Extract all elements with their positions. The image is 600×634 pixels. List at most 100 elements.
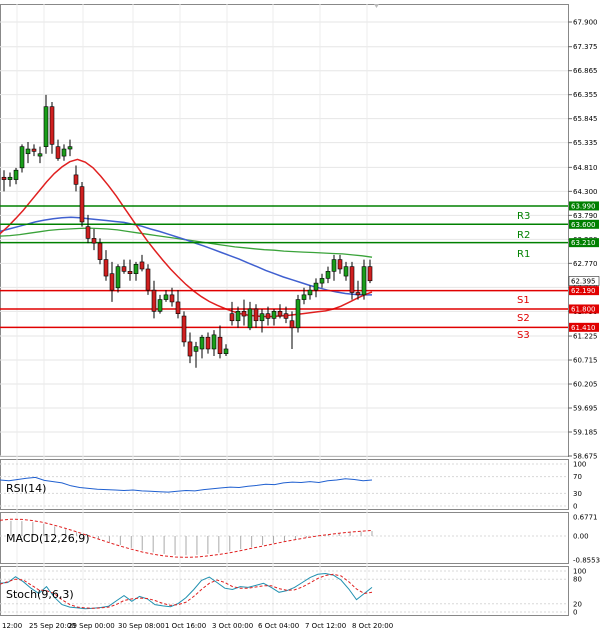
stoch-label: Stoch(9,6,3) [6,588,74,601]
y-tick-label: 58.675 [573,453,598,461]
macd-tick: -0.8553 [573,557,600,565]
candle-up [133,263,139,274]
candle-up [259,313,265,322]
candle-up [25,148,31,155]
candle-up [319,278,325,284]
candle-up [325,271,331,279]
candle-down [283,313,289,319]
candle-down [1,176,7,180]
candle-down [181,315,187,343]
candle-down [265,313,271,319]
level-name-r3: R3 [517,211,530,222]
support-resistance: 63.990 63.600 63.210 62.190 61.800 61.410 62.3… [0,201,600,332]
candle-down [337,259,343,270]
rsi-tick: 100 [573,461,586,469]
candle-down [85,226,91,239]
rsi-line [0,476,373,493]
candle-up [271,311,277,319]
level-value-r1: 63.210 [571,239,596,247]
candle-up [313,282,319,291]
rsi-panel [0,459,569,510]
candle-down [253,308,259,322]
candle-down [169,294,175,303]
candle-down [73,174,79,185]
candle-down [289,320,295,329]
stoch-tick: 20 [573,600,582,608]
candle-down [151,289,157,312]
level-name-s2: S2 [517,313,530,324]
x-tick-label: 30 Sep 08:00 [118,622,165,630]
candle-down [205,336,211,350]
macd-label: MACD(12,26,9) [6,532,90,545]
level-value-s1: 62.190 [571,287,596,295]
stoch-tick: 0 [573,609,577,617]
level-tag-s2 [569,304,599,314]
candle-up [19,146,25,169]
level-value-r3: 63.990 [571,202,596,210]
rsi-label: RSI(14) [6,482,46,495]
candle-up [301,294,307,300]
macd-signal-line [0,518,373,558]
scroll-marker-icon[interactable] [374,4,379,8]
rsi-tick: 0 [573,503,577,511]
candle-down [349,266,355,293]
y-tick-label: 62.770 [573,260,598,268]
candle-up [115,266,121,289]
candle-up [307,289,313,296]
candle-down [55,146,61,159]
y-tick-label: 60.205 [573,381,598,389]
ma-red-line [0,158,373,318]
candle-down [241,311,247,317]
macd-tick: 0.6771 [573,514,598,522]
candle-down [121,266,127,272]
candle-up [193,346,199,352]
candle-up [235,311,241,322]
stoch-d-line [0,573,373,609]
level-tag-s3 [569,322,599,332]
candle-up [331,259,337,272]
candle-down [109,273,115,291]
level-name-r2: R2 [517,230,530,241]
candle-up [157,299,163,312]
candle-up [247,308,253,329]
x-tick-label: 29 Sep 00:00 [68,622,115,630]
x-tick-label: 12:00 [2,622,22,630]
candle-down [277,311,283,317]
x-tick-label: 6 Oct 04:00 [258,622,299,630]
y-tick-label: 60.715 [573,357,598,365]
y-tick-label: 64.300 [573,188,598,196]
level-name-s1: S1 [517,295,530,306]
macd-tick: 0.00 [573,532,589,540]
x-tick-label: 3 Oct 00:00 [212,622,253,630]
candle-down [127,271,133,274]
candle-down [187,341,193,357]
current-price-value: 62.395 [571,277,596,285]
stoch-tick: 80 [573,576,582,584]
y-tick-label: 67.900 [573,19,598,27]
level-tag-r2 [569,219,599,229]
current-price-tag [568,276,600,286]
level-name-s3: S3 [517,330,530,341]
level-value-s3: 61.410 [571,324,596,332]
candle-up [343,266,349,277]
x-tick-label: 25 Sep 20:00 [29,622,76,630]
y-tick-label: 67.375 [573,43,598,51]
y-tick-label: 63.790 [573,212,598,220]
candle-up [295,299,301,329]
candle-up [361,266,367,296]
rsi-tick: 70 [573,473,582,481]
candles [1,94,373,368]
candle-up [43,106,49,147]
candle-up [37,153,43,157]
rsi-tick: 30 [573,490,582,498]
level-tag-s1 [569,286,599,296]
candle-up [7,176,13,180]
candle-up [61,148,67,157]
candle-down [217,336,223,354]
candle-down [367,266,373,282]
stoch-tick: 100 [573,568,586,576]
candle-down [145,268,151,291]
main-panel [0,4,569,457]
y-tick-label: 65.335 [573,139,598,147]
